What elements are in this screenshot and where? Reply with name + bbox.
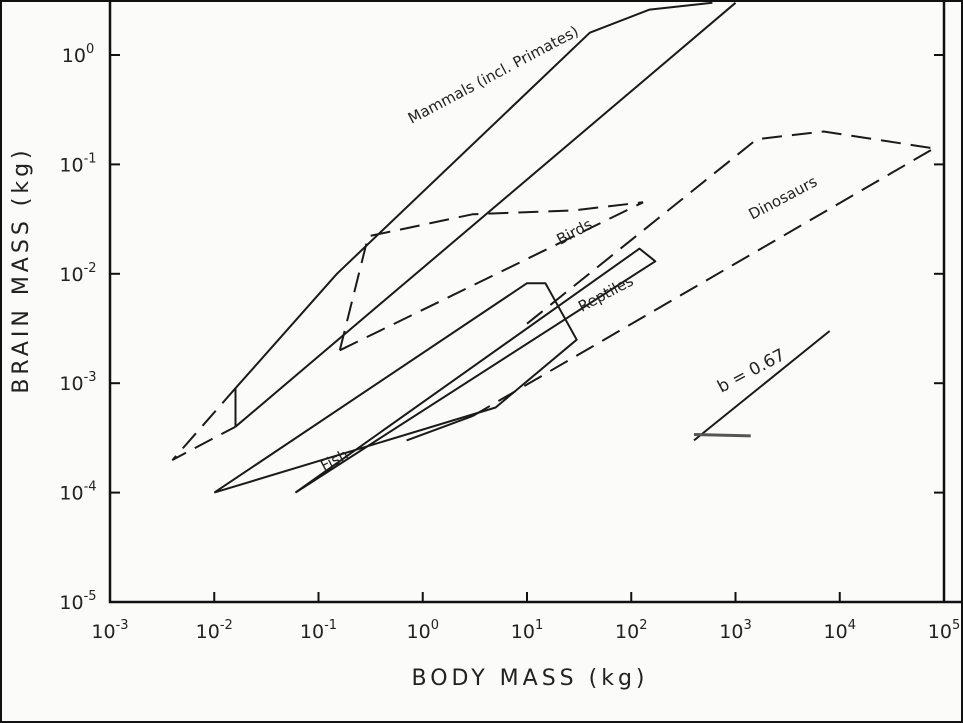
labels-layer: Mammals (incl. Primates)BirdsReptilesFis… bbox=[317, 22, 820, 475]
y-tick-label: 10-4 bbox=[59, 480, 96, 505]
dinosaurs-label: Dinosaurs bbox=[746, 172, 821, 223]
y-tick-label: 10-5 bbox=[59, 589, 96, 614]
reptiles-boundary bbox=[213, 282, 578, 494]
y-tick-label: 10-2 bbox=[59, 261, 96, 286]
birds-boundary bbox=[339, 201, 644, 352]
slope-base-line bbox=[693, 432, 751, 438]
y-tick-label: 100 bbox=[62, 42, 94, 67]
x-tick-label: 102 bbox=[615, 618, 647, 643]
birds-boundary bbox=[338, 201, 644, 351]
x-tick-label: 105 bbox=[928, 618, 960, 643]
y-axis-title: BRAIN MASS (kg) bbox=[9, 146, 34, 393]
series-layer bbox=[171, 1, 935, 494]
x-tick-label: 104 bbox=[824, 618, 856, 643]
birds-label: Birds bbox=[554, 215, 596, 249]
y-tick-label: 10-1 bbox=[59, 151, 96, 176]
x-axis-title: BODY MASS (kg) bbox=[411, 666, 648, 691]
x-tick-label: 10-2 bbox=[196, 618, 233, 643]
mammals-incl-primates-label: Mammals (incl. Primates) bbox=[405, 22, 582, 127]
x-tick-label: 101 bbox=[511, 618, 543, 643]
axis-ticks: 10-3 10-2 10-1 100 101 102 103 104 105 10-5 10-4 10… bbox=[59, 42, 960, 643]
x-tick-label: 103 bbox=[719, 618, 751, 643]
x-tick-label: 10-1 bbox=[300, 618, 337, 643]
mammals-incl-primates-boundary bbox=[234, 1, 713, 389]
dinosaurs-boundary bbox=[406, 415, 473, 442]
y-tick-label: 10-3 bbox=[59, 370, 96, 395]
mammals-incl-primates-boundary bbox=[234, 2, 737, 428]
slope-line bbox=[693, 330, 831, 442]
x-tick-label: 10-3 bbox=[91, 618, 128, 643]
fish-label: Fish bbox=[317, 445, 351, 475]
axes-frame bbox=[108, 0, 963, 604]
x-tick-label: 100 bbox=[407, 618, 439, 643]
reptiles-boundary bbox=[294, 247, 657, 494]
slope-label: b = 0.67 bbox=[714, 345, 788, 397]
mammals-incl-primates-boundary bbox=[171, 387, 237, 461]
